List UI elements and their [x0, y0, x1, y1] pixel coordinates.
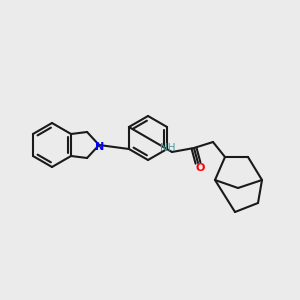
Text: O: O: [195, 163, 205, 173]
Text: NH: NH: [160, 143, 176, 153]
Text: N: N: [95, 142, 105, 152]
